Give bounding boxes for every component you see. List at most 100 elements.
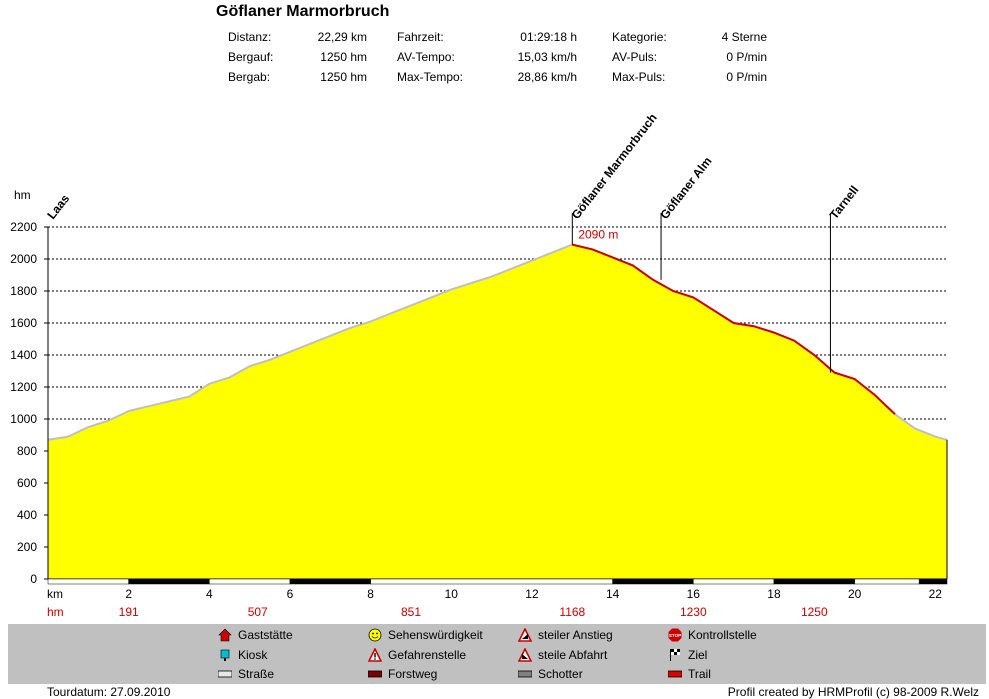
legend-item-gaststaette: Gaststätte [218,628,293,642]
y-tick-label: 1600 [10,316,37,330]
stats-block: Distanz: 22,29 km Bergauf: 1250 hm Berga… [0,0,989,90]
surface-segment [612,578,694,585]
hm-row: 191 507 851 1168 1230 1250 [119,605,828,619]
stat-label: AV-Puls: [612,50,658,64]
stop-icon: STOP [668,628,682,642]
legend-item-trail: Trail [667,667,711,681]
legend-label: steiler Anstieg [538,628,613,642]
legend-item-forstweg: Forstweg [367,667,437,681]
legend: Gaststätte Kiosk Straße Sehenswürdigkeit… [8,624,986,684]
x-tick-label: 16 [687,587,701,601]
surface-segment [209,578,291,585]
waypoint-label: Tarnell [827,183,862,222]
surface-segment [47,578,129,585]
page-title: Göflaner Marmorbruch [216,3,390,20]
stat-value: 4 Sterne [721,30,767,44]
x-axis-label: km [47,587,63,601]
x-tick-label: 18 [767,587,781,601]
warning-icon [367,647,383,662]
trail-icon [667,667,683,681]
tour-date: Tourdatum: 27.09.2010 [47,685,171,699]
stat-label: Kategorie: [612,30,667,44]
svg-text:STOP: STOP [669,633,681,638]
legend-item-kontrollstelle: STOP Kontrollstelle [668,628,757,642]
legend-label: Sehenswürdigkeit [388,628,483,642]
x-tick-label: 22 [929,587,943,601]
x-tick-label: 14 [606,587,620,601]
steep-up-icon [517,627,533,642]
stat-value: 1250 hm [320,50,367,64]
surface-segment [370,578,613,585]
surface-segment [289,578,371,585]
descent-line [572,243,896,415]
stat-value: 22,29 km [317,30,367,44]
finish-flag-icon [668,648,682,662]
x-tick-label: 4 [206,587,213,601]
stat-value: 1250 hm [320,70,367,84]
y-tick-label: 0 [30,572,37,586]
legend-label: Kiosk [238,648,268,662]
y-tick-label: 200 [17,540,37,554]
legend-label: Trail [688,667,711,681]
waypoint-label: Göflaner Alm [657,154,714,222]
stat-label: Bergab: [228,70,271,84]
y-tick-label: 1000 [10,412,37,426]
legend-item-strasse: Straße [217,667,275,681]
stat-value: 0 P/min [726,50,767,64]
legend-label: steile Abfahrt [538,648,608,662]
profile-area [47,243,948,579]
stat-label: Distanz: [228,30,272,44]
stat-value: 15,03 km/h [517,50,577,64]
credit-text: Profil created by HRMProfil (c) 98-2009 … [727,685,979,699]
x-tick-label: 8 [367,587,374,601]
stat-value: 0 P/min [726,70,767,84]
x-tick-label: 12 [525,587,539,601]
stat-label: Max-Tempo: [397,70,464,84]
surface-segment [773,578,855,585]
legend-item-kiosk: Kiosk [218,648,267,662]
hm-row-value: 851 [401,605,421,619]
stat-label: AV-Tempo: [397,50,455,64]
x-tick-label: 6 [287,587,294,601]
surface-segment [918,578,948,585]
x-tick-labels: 2 4 6 8 10 12 14 16 18 20 22 [125,587,942,601]
y-tick-label: 1800 [10,284,37,298]
legend-item-gefahrenstelle: Gefahrenstelle [367,647,467,662]
legend-label: Kontrollstelle [688,628,757,642]
y-tick-label: 1400 [10,348,37,362]
legend-label: Gefahrenstelle [388,648,467,662]
legend-item-ziel: Ziel [668,648,707,662]
y-axis-label: hm [14,188,31,202]
gravel-icon [517,667,533,681]
waypoint-label: Laas [44,191,72,221]
legend-item-sehenswuerdigkeit: Sehenswürdigkeit [368,628,483,642]
x-tick-label: 2 [125,587,132,601]
stat-label: Max-Puls: [612,70,666,84]
y-tick-label: 400 [17,508,37,522]
surface-segment [693,578,775,585]
hm-row-value: 1230 [680,605,707,619]
peak-label: 2090 m [578,228,618,242]
legend-item-steiler-anstieg: steiler Anstieg [517,627,613,642]
y-tick-label: 800 [17,444,37,458]
hm-row-label: hm [47,605,64,619]
stat-label: Bergauf: [228,50,274,64]
forestpath-icon [367,667,383,681]
y-tick-labels: 0 200 400 600 800 1000 1200 1400 1600 1800 2000 220… [10,220,37,586]
surface-segment [128,578,210,585]
surface-segment [854,578,920,585]
x-tick-label: 20 [848,587,862,601]
stat-label: Fahrzeit: [397,30,444,44]
legend-item-schotter: Schotter [517,667,583,681]
kiosk-icon [218,648,232,662]
hm-row-value: 1250 [801,605,828,619]
legend-label: Schotter [538,667,583,681]
waypoint-label: Göflaner Marmorbruch [569,111,660,222]
hm-row-value: 1168 [559,605,585,619]
legend-item-steile-abfahrt: steile Abfahrt [517,647,608,662]
stat-value: 01:29:18 h [520,30,577,44]
hm-row-value: 191 [119,605,139,619]
legend-label: Straße [238,667,275,681]
hm-row-value: 507 [248,605,268,619]
y-tick-label: 2200 [10,220,37,234]
